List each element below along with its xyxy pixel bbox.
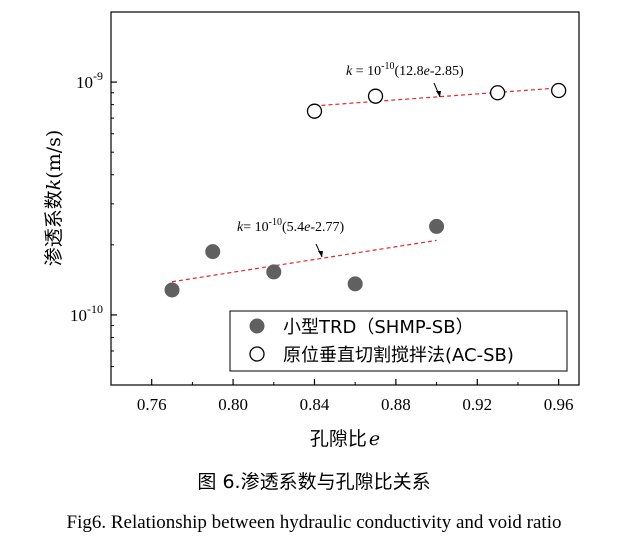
- y-tick-label: 10-10: [70, 302, 103, 325]
- x-axis: 0.76 0.80 0.84 0.88 0.92 0.96: [110, 379, 574, 414]
- annotation-shmp: k= 10-10(5.4e-2.77): [237, 217, 345, 235]
- data-point-shmp: [205, 244, 221, 260]
- x-axis-title: 孔隙比 e: [310, 428, 380, 450]
- fit-line-acsb: [314, 87, 559, 107]
- legend-label-shmp: 小型TRD（SHMP-SB）: [283, 317, 474, 338]
- figure-caption-english: Fig6. Relationship between hydraulic con…: [66, 512, 562, 533]
- fit-lines: [171, 87, 559, 283]
- annotation-acsb: k = 10-10(12.8e-2.85): [346, 61, 464, 79]
- data-point-shmp: [164, 282, 180, 298]
- legend-box: [229, 310, 568, 372]
- data-point-shmp: [266, 264, 282, 280]
- x-tick-label: 0.84: [300, 395, 330, 414]
- fit-line-shmp: [171, 239, 437, 283]
- data-point-shmp: [429, 218, 445, 234]
- data-point-shmp: [347, 276, 363, 292]
- x-tick-label: 0.80: [218, 395, 248, 414]
- y-axis: 10-10 10-9: [70, 11, 117, 368]
- x-tick-label: 0.76: [137, 395, 167, 414]
- annotation-shmp-arrowhead: [318, 251, 323, 257]
- plot-frame: [110, 11, 580, 386]
- data-point-acsb: [551, 82, 567, 99]
- y-axis-title: 渗透系数k(m/s): [43, 130, 65, 267]
- x-tick-label: 0.96: [544, 395, 574, 414]
- legend-marker-acsb: [249, 346, 265, 362]
- data-points: [164, 82, 567, 298]
- data-point-acsb: [306, 103, 323, 119]
- legend: 小型TRD（SHMP-SB） 原位垂直切割搅拌法(AC-SB): [229, 310, 568, 372]
- y-tick-label: 10-9: [76, 69, 103, 92]
- figure-caption-chinese: 图 6.渗透系数与孔隙比关系: [197, 471, 431, 493]
- annotation-acsb-arrowhead: [436, 91, 441, 97]
- legend-marker-shmp: [249, 318, 265, 334]
- plot-border: [110, 11, 580, 386]
- x-tick-label: 0.88: [381, 395, 411, 414]
- legend-label-acsb: 原位垂直切割搅拌法(AC-SB): [283, 345, 514, 366]
- x-tick-label: 0.92: [462, 395, 492, 414]
- chart: 0.76 0.80 0.84 0.88 0.92 0.96 10-10 10-9 k= 10…: [43, 11, 580, 450]
- data-point-acsb: [489, 85, 506, 101]
- data-point-acsb: [367, 88, 384, 104]
